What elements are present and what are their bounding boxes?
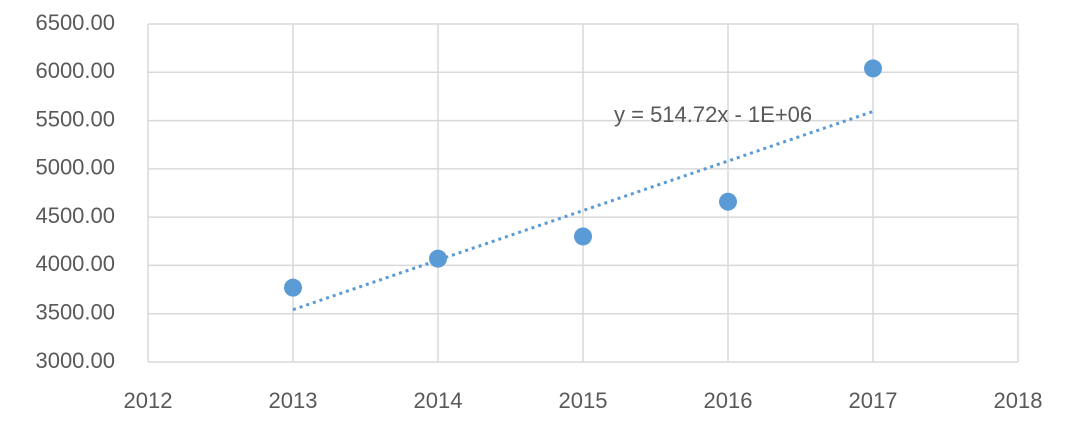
- point: [719, 192, 737, 211]
- x-tick-label: 2017: [849, 388, 898, 413]
- y-tick-label: 6000.00: [35, 58, 115, 83]
- y-tick-label: 5000.00: [35, 155, 115, 180]
- x-tick-label: 2018: [994, 388, 1043, 413]
- y-tick-label: 4500.00: [35, 203, 115, 228]
- trendline-label: y = 514.72x - 1E+06: [614, 102, 812, 127]
- x-tick-label: 2014: [414, 388, 463, 413]
- y-tick-label: 3000.00: [35, 348, 115, 373]
- x-tick-label: 2012: [124, 388, 173, 413]
- x-tick-label: 2016: [704, 388, 753, 413]
- y-tick-label: 4000.00: [35, 251, 115, 276]
- point: [429, 249, 447, 268]
- y-tick-label: 5500.00: [35, 106, 115, 131]
- x-tick-label: 2013: [269, 388, 318, 413]
- y-tick-label: 3500.00: [35, 300, 115, 325]
- y-tick-label: 6500.00: [35, 10, 115, 35]
- point: [284, 278, 302, 297]
- x-tick-label: 2015: [559, 388, 608, 413]
- point: [574, 227, 592, 246]
- point: [864, 59, 882, 78]
